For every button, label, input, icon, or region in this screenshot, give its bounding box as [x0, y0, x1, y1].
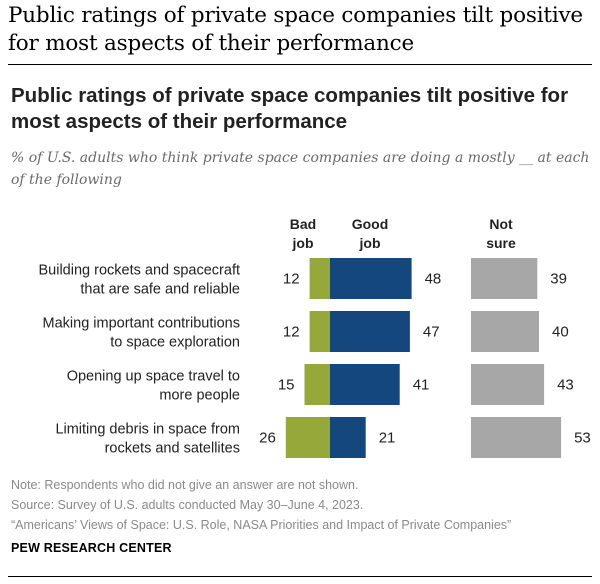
category-label: Limiting debris in space from rockets and… — [55, 422, 240, 457]
source-note: Source: Survey of U.S. adults conducted … — [11, 498, 364, 512]
bottom-divider — [8, 576, 592, 577]
value-label-bad-job: 26 — [259, 430, 276, 447]
bar-good-job — [330, 417, 366, 458]
value-label-good-job: 21 — [379, 430, 396, 447]
report-title: “Americans’ Views of Space: U.S. Role, N… — [11, 518, 512, 532]
bar-good-job — [330, 258, 412, 299]
value-label-not-sure: 43 — [557, 377, 574, 394]
value-label-good-job: 48 — [425, 271, 442, 288]
bar-not-sure — [471, 258, 538, 299]
value-label-bad-job: 12 — [283, 324, 300, 341]
bar-not-sure — [471, 417, 562, 458]
category-label: Opening up space travel to more people — [67, 369, 240, 404]
bar-bad-job — [304, 364, 330, 405]
value-label-bad-job: 15 — [278, 377, 295, 394]
column-header-not-sure: Not sure — [486, 216, 516, 251]
footnote: Note: Respondents who did not give an an… — [11, 478, 359, 492]
value-label-not-sure: 53 — [574, 430, 591, 447]
bar-not-sure — [471, 364, 545, 405]
bar-bad-job — [285, 417, 330, 458]
top-divider — [8, 64, 592, 65]
bar-good-job — [330, 311, 410, 352]
chart-subtitle: % of U.S. adults who think private space… — [11, 150, 590, 188]
bar-bad-job — [309, 311, 330, 352]
value-label-not-sure: 39 — [550, 271, 567, 288]
value-label-bad-job: 12 — [283, 271, 300, 288]
value-label-not-sure: 40 — [552, 324, 569, 341]
bar-not-sure — [471, 311, 539, 352]
bar-good-job — [330, 364, 400, 405]
category-label: Building rockets and spacecraft that are … — [39, 263, 241, 298]
brand-logo: PEW RESEARCH CENTER — [11, 541, 172, 555]
column-header-good-job: Good job — [351, 216, 389, 251]
chart-title: Public ratings of private space companie… — [11, 84, 569, 133]
category-label: Making important contributions to space e… — [43, 316, 240, 351]
column-header-bad-job: Bad job — [289, 216, 317, 251]
value-label-good-job: 47 — [423, 324, 440, 341]
page-heading: Public ratings of private space companie… — [8, 3, 583, 56]
bar-bad-job — [309, 258, 330, 299]
value-label-good-job: 41 — [413, 377, 430, 394]
